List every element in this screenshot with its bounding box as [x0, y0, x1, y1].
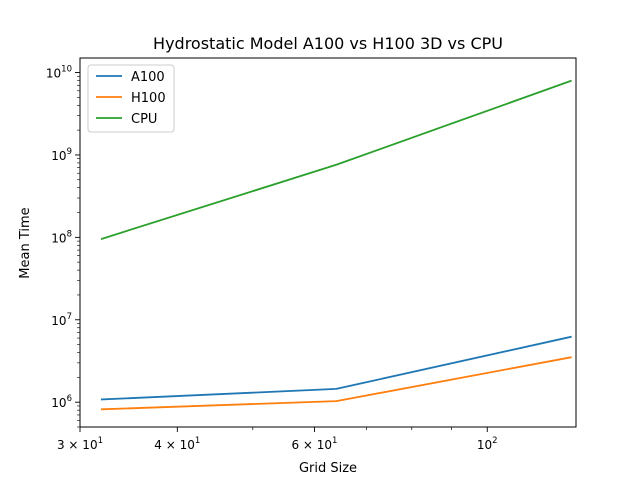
legend-label-a100: A100 — [131, 70, 165, 85]
x-axis: 3 × 101 4 × 101 6 × 101 102 — [57, 427, 498, 452]
chart-title: Hydrostatic Model A100 vs H100 3D vs CPU — [153, 34, 503, 53]
legend-box — [87, 64, 175, 133]
x-tick-label: 3 × 101 — [57, 436, 103, 452]
legend-label-cpu: CPU — [131, 112, 157, 127]
series-line-cpu — [100, 79, 572, 240]
x-tick-label: 6 × 101 — [291, 436, 337, 452]
x-axis-label: Grid Size — [299, 461, 357, 476]
plot-area — [100, 79, 572, 411]
plot-frame — [79, 57, 577, 428]
legend-label-h100: H100 — [131, 91, 166, 106]
y-axis-label: Mean Time — [18, 207, 33, 278]
series-line-a100 — [100, 335, 572, 401]
legend: A100 H100 CPU — [87, 64, 175, 133]
series-line-h100 — [100, 356, 572, 411]
x-tick-label: 4 × 101 — [154, 436, 200, 452]
